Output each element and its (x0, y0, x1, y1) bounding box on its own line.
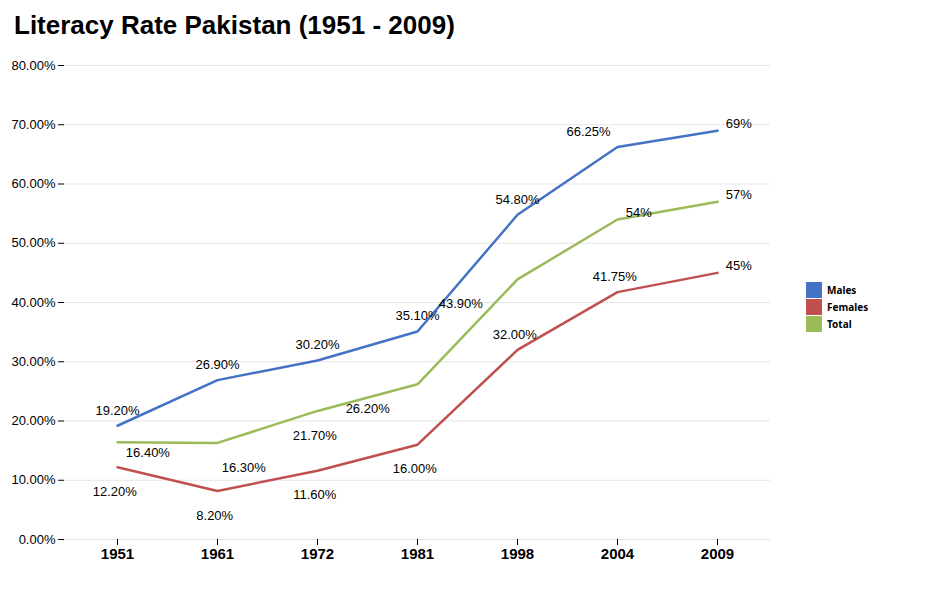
svg-text:12.20%: 12.20% (93, 484, 138, 499)
svg-text:66.25%: 66.25% (566, 124, 611, 139)
html-text:Literacy Rate Pakistan (1951 -: Literacy Rate Pakistan (1951 - 2009) (14, 10, 455, 40)
svg-text:43.90%: 43.90% (439, 296, 484, 311)
svg-text:30.20%: 30.20% (295, 337, 340, 352)
svg-text:57%: 57% (726, 187, 752, 202)
svg-text:30.00%: 30.00% (11, 354, 56, 369)
svg-text:21.70%: 21.70% (293, 428, 338, 443)
svg-text:16.40%: 16.40% (126, 445, 171, 460)
svg-text:54%: 54% (626, 205, 652, 220)
svg-text:80.00%: 80.00% (11, 58, 56, 73)
svg-text:11.60%: 11.60% (293, 487, 337, 502)
svg-text:45%: 45% (726, 258, 752, 273)
svg-text:1972: 1972 (301, 545, 334, 562)
svg-text:26.20%: 26.20% (346, 401, 391, 416)
svg-text:35.10%: 35.10% (395, 308, 440, 323)
svg-text:20.00%: 20.00% (11, 413, 56, 428)
svg-text:54.80%: 54.80% (495, 192, 540, 207)
svg-text:41.75%: 41.75% (593, 269, 638, 284)
svg-text:50.00%: 50.00% (11, 235, 56, 250)
svg-text:70.00%: 70.00% (11, 117, 56, 132)
html-text:Females: Females (827, 300, 869, 314)
html-text:Total: Total (827, 317, 852, 331)
svg-text:1981: 1981 (401, 545, 434, 562)
svg-text:10.00%: 10.00% (11, 472, 56, 487)
html-text:Males: Males (827, 283, 857, 297)
svg-text:2009: 2009 (701, 545, 734, 562)
svg-text:26.90%: 26.90% (195, 357, 240, 372)
svg-text:0.00%: 0.00% (19, 532, 56, 547)
svg-text:8.20%: 8.20% (196, 508, 233, 523)
svg-text:69%: 69% (726, 116, 752, 131)
svg-text:32.00%: 32.00% (493, 327, 538, 342)
svg-text:19.20%: 19.20% (95, 403, 140, 418)
svg-text:1951: 1951 (101, 545, 134, 562)
svg-text:16.00%: 16.00% (393, 461, 438, 476)
svg-text:1961: 1961 (201, 545, 234, 562)
svg-text:1998: 1998 (501, 545, 534, 562)
svg-text:16.30%: 16.30% (222, 460, 267, 475)
svg-text:2004: 2004 (601, 545, 635, 562)
svg-text:60.00%: 60.00% (11, 176, 56, 191)
svg-text:40.00%: 40.00% (11, 295, 56, 310)
